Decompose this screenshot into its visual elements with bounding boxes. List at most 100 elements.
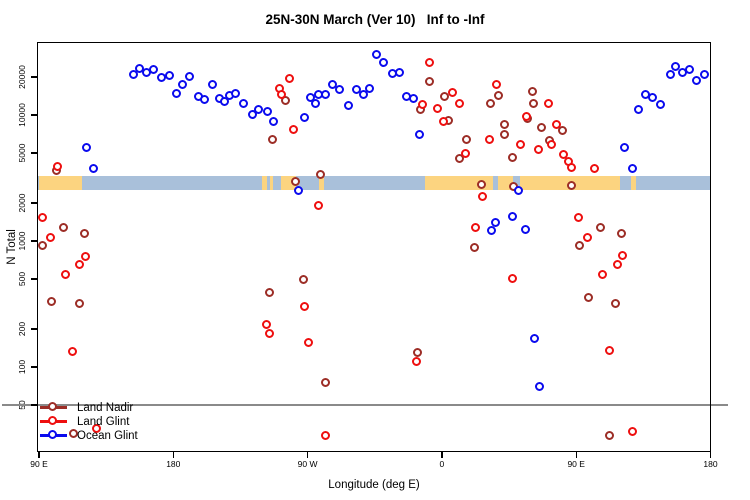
x-tick-label: 90 W bbox=[297, 459, 318, 469]
data-point bbox=[557, 125, 567, 135]
data-point bbox=[91, 423, 101, 433]
data-point bbox=[199, 94, 209, 104]
data-point bbox=[617, 250, 627, 260]
x-tick-label: 180 bbox=[703, 459, 718, 469]
y-tick bbox=[31, 114, 37, 116]
y-tick bbox=[31, 202, 37, 204]
data-point bbox=[573, 212, 583, 222]
data-point bbox=[566, 180, 576, 190]
data-point bbox=[305, 92, 315, 102]
data-point bbox=[74, 298, 84, 308]
data-point bbox=[264, 328, 274, 338]
data-point bbox=[394, 67, 404, 77]
x-tick bbox=[709, 452, 712, 458]
data-point bbox=[207, 79, 217, 89]
data-point bbox=[343, 100, 353, 110]
data-point bbox=[460, 148, 470, 158]
x-tick bbox=[38, 452, 40, 458]
data-point bbox=[424, 57, 434, 67]
data-point bbox=[81, 142, 91, 152]
data-point bbox=[219, 96, 229, 106]
data-point bbox=[699, 69, 709, 79]
data-point bbox=[288, 124, 298, 134]
data-point bbox=[52, 161, 62, 171]
data-point bbox=[164, 70, 174, 80]
data-point bbox=[612, 259, 622, 269]
map-band-land-segment bbox=[39, 176, 82, 190]
data-point bbox=[583, 292, 593, 302]
data-point bbox=[507, 152, 517, 162]
legend-item-label: Land Glint bbox=[77, 415, 130, 428]
data-point bbox=[264, 287, 274, 297]
data-point bbox=[627, 426, 637, 436]
data-point bbox=[439, 91, 449, 101]
y-tick-label: 1000 bbox=[17, 231, 27, 251]
data-point bbox=[574, 240, 584, 250]
data-point bbox=[454, 98, 464, 108]
data-point bbox=[582, 232, 592, 242]
data-point bbox=[358, 89, 368, 99]
data-point bbox=[171, 88, 181, 98]
data-point bbox=[627, 163, 637, 173]
data-point bbox=[364, 83, 374, 93]
data-point bbox=[230, 88, 240, 98]
legend-marker-ring bbox=[48, 430, 57, 440]
data-point bbox=[411, 357, 421, 367]
data-point bbox=[551, 119, 561, 129]
data-point bbox=[156, 72, 166, 82]
data-point bbox=[45, 232, 55, 242]
data-point bbox=[432, 103, 442, 113]
data-point bbox=[247, 109, 257, 119]
data-point bbox=[499, 119, 509, 129]
data-point bbox=[513, 185, 523, 195]
map-band-land-segment bbox=[424, 176, 493, 190]
data-point bbox=[470, 222, 480, 232]
data-point bbox=[320, 89, 330, 99]
data-point bbox=[320, 430, 330, 440]
map-band-land-segment bbox=[269, 176, 273, 190]
data-point bbox=[447, 87, 457, 97]
data-point bbox=[424, 76, 434, 86]
data-point bbox=[454, 153, 464, 163]
data-point bbox=[299, 301, 309, 311]
legend-item-label: Ocean Glint bbox=[77, 429, 138, 442]
legend-marker-ring bbox=[48, 402, 57, 412]
data-point bbox=[490, 217, 500, 227]
data-point bbox=[528, 98, 538, 108]
data-point bbox=[647, 92, 657, 102]
data-point bbox=[477, 191, 487, 201]
data-point bbox=[595, 222, 605, 232]
data-point bbox=[261, 319, 271, 329]
y-tick-label: 5000 bbox=[17, 143, 27, 163]
data-point bbox=[521, 111, 531, 121]
data-point bbox=[313, 200, 323, 210]
data-point bbox=[37, 240, 47, 250]
data-point bbox=[68, 428, 78, 438]
data-point bbox=[507, 273, 517, 283]
data-point bbox=[691, 75, 701, 85]
data-point bbox=[619, 142, 629, 152]
data-point bbox=[177, 79, 187, 89]
y-tick-label: 20000 bbox=[17, 65, 27, 89]
y-tick-label: 500 bbox=[17, 271, 27, 287]
data-point bbox=[351, 84, 361, 94]
legend-item-label: Land Nadir bbox=[77, 401, 134, 414]
x-tick-label: 0 bbox=[439, 459, 445, 469]
y-tick bbox=[31, 278, 37, 280]
data-point bbox=[534, 381, 544, 391]
data-point bbox=[527, 86, 537, 96]
data-point bbox=[520, 224, 530, 234]
data-point bbox=[238, 98, 248, 108]
data-point bbox=[298, 274, 308, 284]
data-point bbox=[469, 242, 479, 252]
data-point bbox=[486, 225, 496, 235]
data-point bbox=[276, 89, 286, 99]
data-point bbox=[484, 134, 494, 144]
data-point bbox=[80, 251, 90, 261]
x-tick-label: 180 bbox=[166, 459, 181, 469]
y-tick-label: 200 bbox=[17, 321, 27, 337]
data-point bbox=[268, 116, 278, 126]
data-point bbox=[334, 84, 344, 94]
data-point bbox=[485, 98, 495, 108]
x-tick bbox=[575, 452, 577, 458]
